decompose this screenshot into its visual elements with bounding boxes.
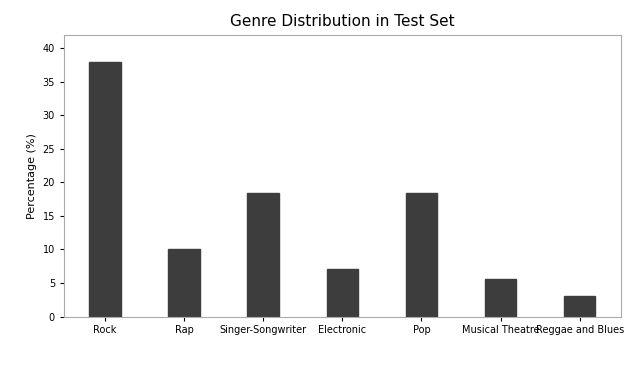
- Bar: [406, 193, 437, 317]
- Y-axis label: Percentage (%): Percentage (%): [27, 133, 37, 218]
- Title: Genre Distribution in Test Set: Genre Distribution in Test Set: [230, 14, 454, 29]
- Bar: [90, 62, 121, 317]
- Bar: [326, 269, 358, 317]
- Bar: [168, 249, 200, 317]
- Bar: [484, 279, 516, 317]
- Bar: [248, 193, 279, 317]
- Bar: [564, 296, 595, 317]
